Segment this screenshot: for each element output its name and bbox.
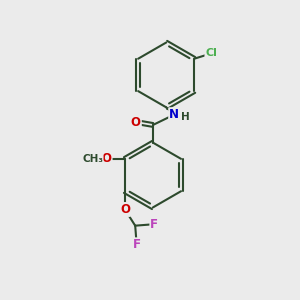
Text: O: O [102,152,112,165]
Text: Cl: Cl [206,48,217,59]
Text: H: H [181,112,190,122]
Text: O: O [120,203,130,216]
Text: F: F [150,218,158,231]
Text: CH₃: CH₃ [82,154,103,164]
Text: N: N [169,108,179,121]
Text: F: F [133,238,141,251]
Text: O: O [131,116,141,128]
